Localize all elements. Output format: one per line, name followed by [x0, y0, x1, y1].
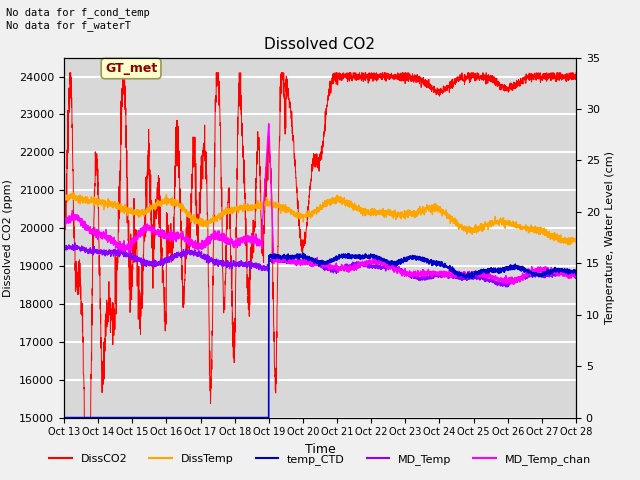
Y-axis label: Temperature, Water Level (cm): Temperature, Water Level (cm) — [605, 151, 616, 324]
Text: No data for f_cond_temp
No data for f_waterT: No data for f_cond_temp No data for f_wa… — [6, 7, 150, 31]
Title: Dissolved CO2: Dissolved CO2 — [264, 37, 376, 52]
X-axis label: Time: Time — [305, 443, 335, 456]
Legend: DissCO2, DissTemp, temp_CTD, MD_Temp, MD_Temp_chan: DissCO2, DissTemp, temp_CTD, MD_Temp, MD… — [45, 450, 595, 469]
Text: GT_met: GT_met — [105, 62, 157, 75]
Y-axis label: Dissolved CO2 (ppm): Dissolved CO2 (ppm) — [3, 179, 13, 297]
